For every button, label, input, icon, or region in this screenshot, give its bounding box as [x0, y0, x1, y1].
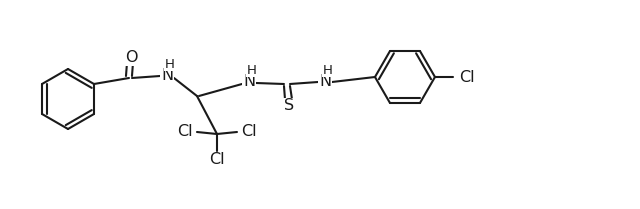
- Text: Cl: Cl: [459, 70, 475, 84]
- Text: N: N: [319, 74, 331, 89]
- Text: H: H: [323, 64, 333, 76]
- Text: O: O: [125, 51, 137, 65]
- Text: N: N: [243, 74, 255, 89]
- Text: S: S: [284, 98, 294, 113]
- Text: Cl: Cl: [177, 125, 193, 139]
- Text: N: N: [161, 69, 173, 84]
- Text: Cl: Cl: [209, 153, 225, 167]
- Text: H: H: [247, 64, 257, 76]
- Text: H: H: [165, 57, 175, 70]
- Text: Cl: Cl: [241, 125, 257, 139]
